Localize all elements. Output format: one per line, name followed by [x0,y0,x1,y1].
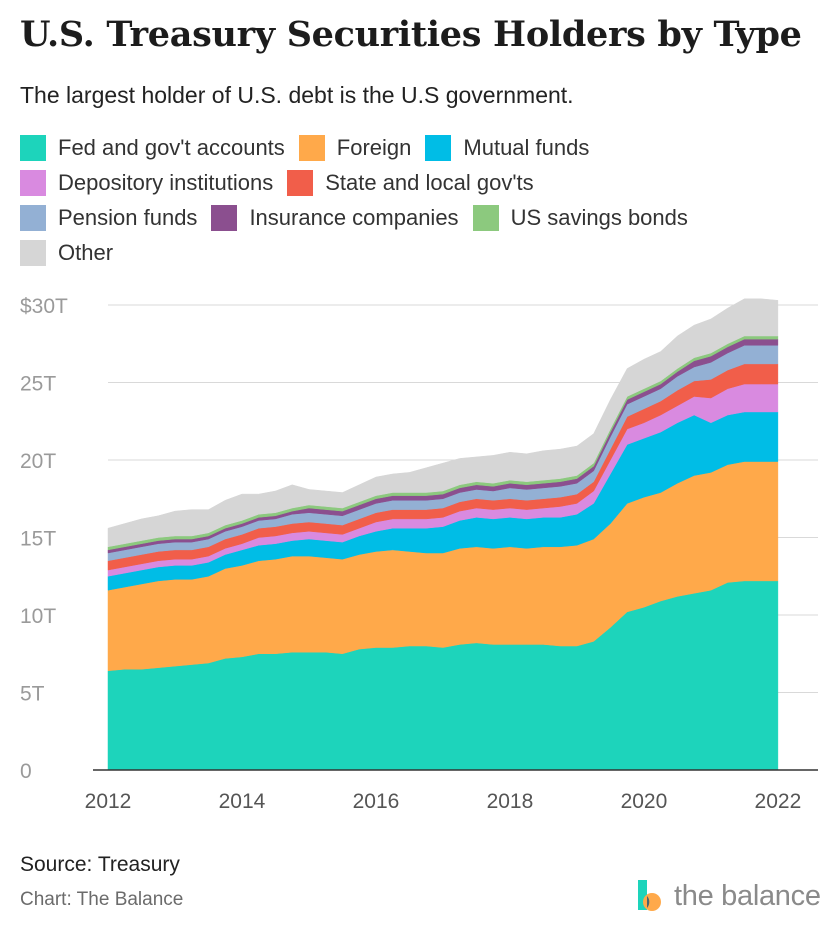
balance-logo-icon [638,880,661,911]
legend-swatch-foreign [298,134,325,161]
x-tick-label: 2018 [487,790,534,813]
x-tick-label: 2022 [755,790,802,813]
legend-row: Other [20,235,820,270]
legend: Fed and gov't accounts Foreign Mutual fu… [20,130,820,270]
legend-swatch-fed [20,134,46,161]
legend-item-state-local: State and local gov'ts [287,169,534,196]
y-tick-label: 10T [20,605,56,628]
legend-item-savings-bonds: US savings bonds [472,204,688,231]
legend-swatch-insurance [211,204,238,231]
legend-label-mutual-funds: Mutual funds [463,134,590,160]
legend-label-fed: Fed and gov't accounts [58,134,285,160]
brand-name: the balance [674,879,821,912]
legend-label-pension: Pension funds [58,204,198,230]
y-tick-label: 25T [20,373,56,396]
legend-swatch-state-local [287,169,314,196]
x-tick-label: 2020 [621,790,668,813]
stacked-area-chart: 0 5T 10T 15T 20T 25T $30T 2012 2014 2016 2018 2020 2… [20,295,818,813]
legend-swatch-depository [20,169,46,196]
x-tick-label: 2014 [219,790,266,813]
brand-logo: the balance [636,878,821,914]
legend-label-savings-bonds: US savings bonds [510,204,688,230]
x-tick-label: 2012 [85,790,132,813]
y-tick-label: $30T [20,295,68,318]
y-tick-label: 0 [20,760,32,783]
y-tick-label: 20T [20,450,56,473]
legend-label-state-local: State and local gov'ts [325,169,534,195]
legend-item-other: Other [20,239,114,266]
x-tick-label: 2016 [353,790,400,813]
legend-item-depository: Depository institutions [20,169,274,196]
legend-label-foreign: Foreign [336,134,412,160]
legend-row: Pension funds Insurance companies US sav… [20,200,820,235]
legend-swatch-pension [20,204,46,231]
legend-row: Depository institutions State and local … [20,165,820,200]
legend-label-insurance: Insurance companies [249,204,459,230]
chart-title: U.S. Treasury Securities Holders by Type [20,14,802,55]
chart-subtitle: The largest holder of U.S. debt is the U… [20,82,574,108]
legend-swatch-savings-bonds [472,204,499,231]
source-note: Source: Treasury [20,853,180,876]
legend-item-fed: Fed and gov't accounts [20,134,285,161]
legend-swatch-other [20,239,46,266]
chart-credit: Chart: The Balance [20,889,184,910]
y-tick-label: 5T [20,683,45,706]
legend-row: Fed and gov't accounts Foreign Mutual fu… [20,130,820,165]
legend-label-other: Other [58,239,114,265]
y-tick-label: 15T [20,528,56,551]
legend-item-insurance: Insurance companies [211,204,459,231]
legend-swatch-mutual-funds [425,134,452,161]
legend-label-depository: Depository institutions [58,169,274,195]
legend-item-mutual-funds: Mutual funds [425,134,590,161]
legend-item-pension: Pension funds [20,204,198,231]
area-series-other [107,298,779,548]
legend-item-foreign: Foreign [298,134,412,161]
